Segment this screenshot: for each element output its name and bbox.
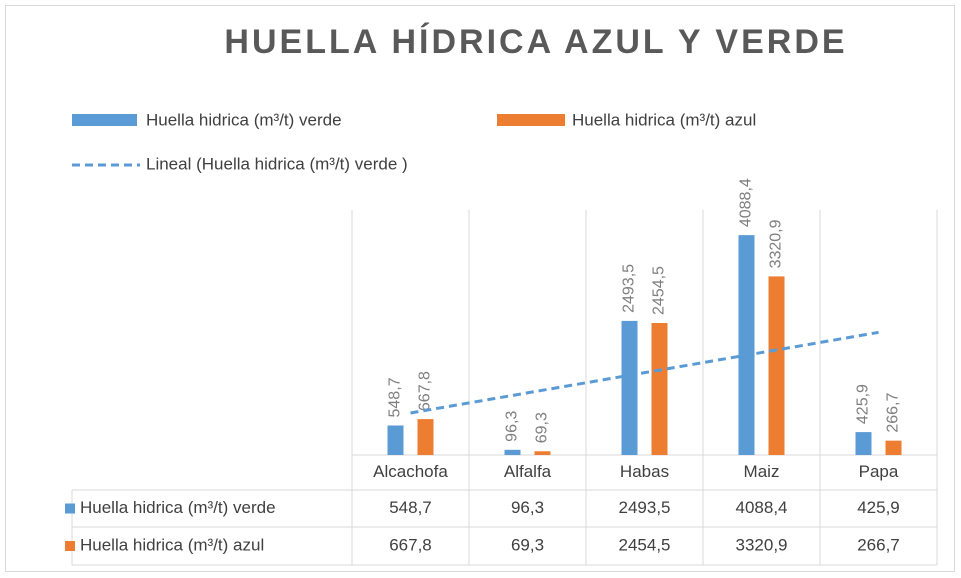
x-tick-label: Maiz xyxy=(744,462,780,481)
table-cell: 2493,5 xyxy=(619,498,671,517)
table-cell: 69,3 xyxy=(511,535,544,554)
data-label: 548,7 xyxy=(387,377,404,417)
trendline xyxy=(410,330,879,415)
table-legend-key xyxy=(65,541,75,551)
data-label: 96,3 xyxy=(504,411,521,442)
bar xyxy=(417,419,434,455)
legend-label: Huella hidrica (m³/t) azul xyxy=(572,110,756,129)
table-cell: 96,3 xyxy=(511,498,544,517)
table-cell: 425,9 xyxy=(857,498,900,517)
x-tick-label: Alcachofa xyxy=(373,462,448,481)
bar xyxy=(387,425,404,455)
table-cell: 2454,5 xyxy=(619,535,671,554)
bar xyxy=(768,276,785,455)
legend-label: Lineal (Huella hidrica (m³/t) verde ) xyxy=(146,154,408,173)
legend-swatch xyxy=(72,114,137,126)
x-tick-label: Habas xyxy=(620,462,669,481)
table-cell: 548,7 xyxy=(389,498,432,517)
bar xyxy=(885,440,902,455)
data-label: 4088,4 xyxy=(738,178,755,227)
table-cell: 4088,4 xyxy=(736,498,788,517)
chart-title: HUELLA HÍDRICA AZUL Y VERDE xyxy=(224,23,847,61)
table-cell: 266,7 xyxy=(857,535,900,554)
table-row-label: Huella hidrica (m³/t) azul xyxy=(80,535,264,554)
data-label: 667,8 xyxy=(417,371,434,411)
legend-swatch xyxy=(497,114,565,126)
legend-label: Huella hidrica (m³/t) verde xyxy=(146,110,342,129)
table-legend-key xyxy=(65,503,75,514)
table-cell: 667,8 xyxy=(389,535,432,554)
bar xyxy=(738,235,755,455)
data-label: 425,9 xyxy=(855,384,872,424)
bar xyxy=(651,323,668,455)
chart-border xyxy=(5,5,955,572)
data-label: 2493,5 xyxy=(621,264,638,313)
table-cell: 3320,9 xyxy=(736,535,788,554)
bar xyxy=(621,320,638,455)
x-tick-label: Alfalfa xyxy=(504,462,552,481)
data-label: 266,7 xyxy=(885,393,902,433)
bar xyxy=(855,432,872,455)
data-label: 2454,5 xyxy=(651,266,668,315)
bar xyxy=(504,449,521,455)
data-label: 69,3 xyxy=(534,412,551,443)
table-row-label: Huella hidrica (m³/t) verde xyxy=(80,498,276,517)
data-label: 3320,9 xyxy=(768,219,785,268)
bar xyxy=(534,451,551,455)
x-tick-label: Papa xyxy=(859,462,899,481)
